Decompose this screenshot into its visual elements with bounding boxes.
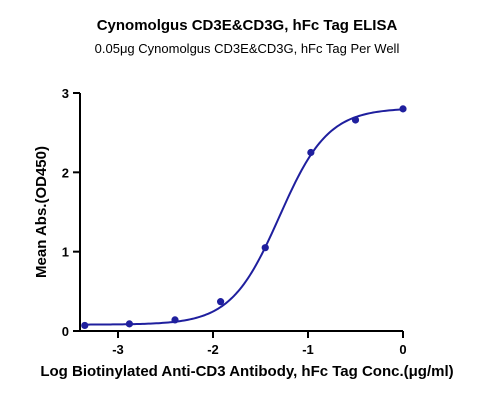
chart-subtitle: 0.05μg Cynomolgus CD3E&CD3G, hFc Tag Per… [95, 41, 400, 56]
y-tick-label: 3 [62, 86, 69, 101]
x-axis-label: Log Biotinylated Anti-CD3 Antibody, hFc … [40, 363, 453, 380]
data-point [217, 298, 225, 306]
fit-curve-layer [84, 108, 404, 326]
x-tick-label: -3 [112, 342, 124, 357]
data-point [81, 321, 89, 330]
y-axis-label: Mean Abs.(OD450) [33, 146, 50, 278]
x-tick-label: 0 [399, 342, 406, 357]
data-point [261, 244, 269, 252]
data-point [171, 316, 179, 324]
y-tick-label: 1 [62, 245, 69, 260]
axes: 0 1 2 3 -3 -2 -1 0 [62, 86, 407, 357]
x-tick-label: -1 [302, 342, 314, 357]
y-tick-label: 0 [62, 324, 69, 339]
data-point [125, 320, 133, 328]
y-tick-label: 2 [62, 165, 69, 180]
x-tick-label: -2 [207, 342, 219, 357]
data-point [399, 105, 407, 113]
fit-curve [84, 108, 404, 326]
chart-title: Cynomolgus CD3E&CD3G, hFc Tag ELISA [97, 17, 398, 34]
data-point [351, 116, 360, 124]
data-point [307, 148, 315, 157]
data-points-layer [81, 105, 407, 330]
